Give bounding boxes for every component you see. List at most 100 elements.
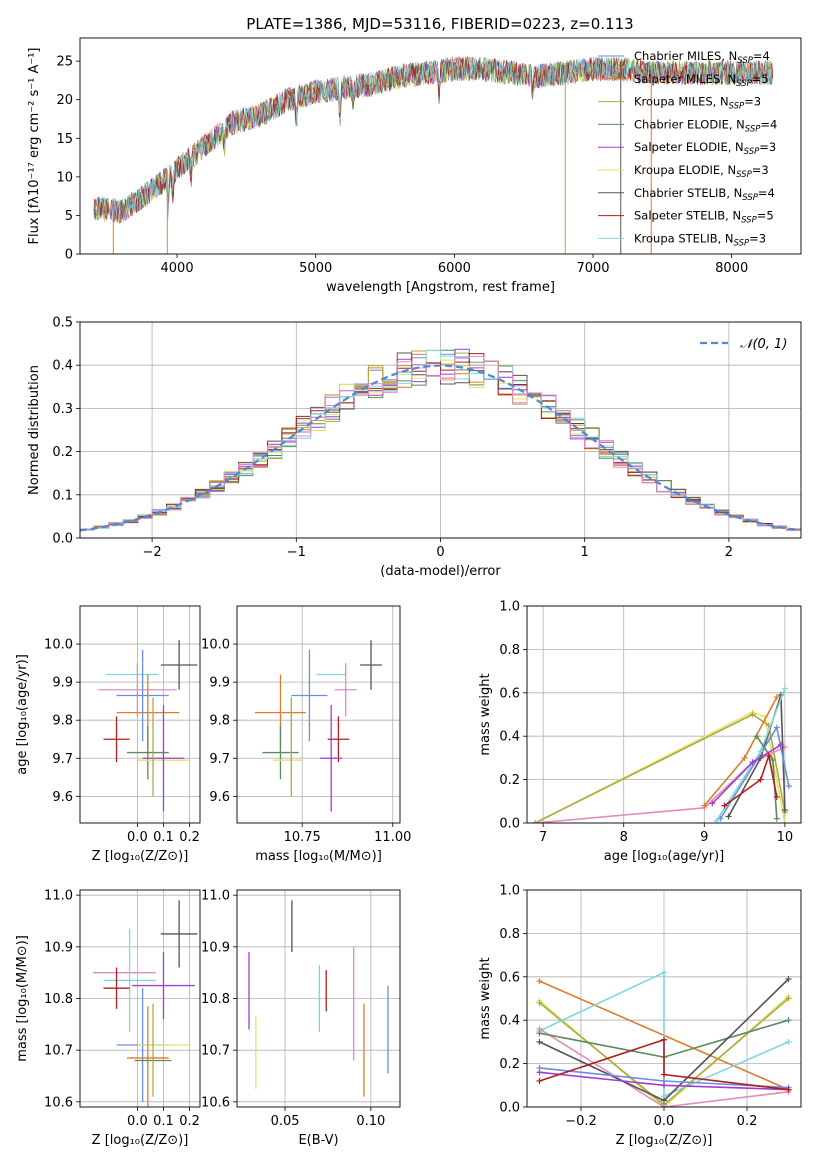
plus-marker xyxy=(773,724,780,731)
legend-name: Salpeter MILES, N xyxy=(634,72,736,86)
x-tick-label: 0.05 xyxy=(271,1114,300,1129)
x-axis-label: Z [log₁₀(Z/Z⊙)] xyxy=(92,849,189,864)
legend-suffix: =3 xyxy=(744,95,761,109)
y-tick-label: 10.8 xyxy=(201,992,230,1007)
errorbar-point xyxy=(320,704,343,812)
x-tick-label: 0.0 xyxy=(127,1114,148,1129)
weight-line xyxy=(539,1028,789,1107)
y-tick-label: 1.0 xyxy=(499,884,520,899)
y-tick-label: 10.6 xyxy=(44,1095,73,1110)
y-tick-label: 10.9 xyxy=(201,940,230,955)
legend-suffix: =3 xyxy=(749,231,766,245)
legend-label: Chabrier ELODIE, NSSP=4 xyxy=(634,117,777,134)
plot-content-age_vs_Z xyxy=(98,640,198,812)
x-tick-label: −1 xyxy=(287,545,306,560)
weight-line xyxy=(719,725,790,820)
y-tick-label: 9.9 xyxy=(209,676,230,691)
plot-content-weight_vs_Z xyxy=(536,969,792,1107)
plot-content-mass_vs_Z xyxy=(93,900,198,1107)
plus-marker xyxy=(773,793,780,800)
plus-marker xyxy=(725,813,732,820)
x-axis-label: age [log₁₀(age/yr)] xyxy=(604,849,725,864)
y-tick-label: 11.0 xyxy=(44,889,73,904)
y-tick-label: 10.0 xyxy=(201,638,230,653)
plus-marker xyxy=(536,999,543,1006)
x-axis-label: Z [log₁₀(Z/Z⊙)] xyxy=(616,1133,713,1148)
legend-suffix: =4 xyxy=(753,49,770,63)
axes-frame xyxy=(236,889,401,1108)
y-tick-label: 9.6 xyxy=(52,790,73,805)
y-axis-label: Normed distribution xyxy=(27,365,42,495)
errorbar-point xyxy=(132,952,195,1020)
legend-suffix: =4 xyxy=(758,186,775,200)
errorbar-point xyxy=(160,900,198,968)
plus-marker xyxy=(709,800,716,807)
plus-marker xyxy=(661,969,667,976)
axes-frame xyxy=(79,37,802,255)
x-tick-label: 0.2 xyxy=(179,830,200,845)
panel-age_vs_Z: 0.0 0.1 0.2 9.6 9.7 9.8 9.9 10.0 Z [log₁₀(Z/Z⊙)]… xyxy=(15,605,201,864)
legend-label: Salpeter MILES, NSSP=5 xyxy=(634,72,769,89)
panel-weight_vs_Z: −0.2 0.0 0.2 0.0 0.2 0.4 0.6 0.8 1.0 Z [log₁₀(Z/Z… xyxy=(478,884,802,1148)
y-tick-label: 10.7 xyxy=(201,1044,230,1059)
legend-name: Kroupa STELIB, N xyxy=(634,231,734,245)
y-tick-label: 0.8 xyxy=(499,643,520,658)
plus-marker xyxy=(749,759,756,766)
axes-frame xyxy=(526,889,802,1108)
plus-marker xyxy=(661,1036,667,1043)
legend-sub: SSP xyxy=(737,56,753,66)
x-tick-label: 11.00 xyxy=(374,830,411,845)
y-axis-label: mass weight xyxy=(478,957,493,1039)
legend-name: Salpeter STELIB, N xyxy=(634,209,741,223)
y-tick-label: 9.8 xyxy=(52,714,73,729)
plus-marker xyxy=(701,802,708,809)
plus-marker xyxy=(781,820,788,823)
y-tick-label: 0.4 xyxy=(52,359,73,374)
histogram-step xyxy=(80,349,801,530)
plus-marker xyxy=(536,978,543,985)
plus-marker xyxy=(753,733,760,740)
x-tick-label: 10.75 xyxy=(284,830,321,845)
legend-suffix: =5 xyxy=(752,72,769,86)
x-axis-label: Z [log₁₀(Z/Z⊙)] xyxy=(92,1133,189,1148)
legend-label: Kroupa STELIB, NSSP=3 xyxy=(634,231,766,248)
y-tick-label: 0.2 xyxy=(499,1057,520,1072)
y-tick-label: 0.1 xyxy=(52,488,73,503)
panel-spectrum: 4000 5000 6000 7000 8000 0 5 10 15 20 25 wavelength… xyxy=(27,37,802,295)
y-tick-label: 0.8 xyxy=(499,927,520,942)
plot-content-residuals xyxy=(80,348,801,532)
x-tick-label: 0.10 xyxy=(356,1114,385,1129)
legend-sub: SSP xyxy=(742,193,758,203)
x-tick-label: 6000 xyxy=(438,261,471,276)
plus-marker xyxy=(785,783,792,790)
x-tick-label: 5000 xyxy=(299,261,332,276)
plus-marker xyxy=(536,1038,543,1045)
x-tick-label: 0.1 xyxy=(153,1114,174,1129)
x-tick-label: 0.0 xyxy=(127,830,148,845)
plus-marker xyxy=(765,752,772,759)
plus-marker xyxy=(757,776,764,783)
y-tick-label: 9.7 xyxy=(52,752,73,767)
x-tick-label: 1 xyxy=(581,545,589,560)
y-tick-label: 10.7 xyxy=(44,1044,73,1059)
y-tick-label: 0.3 xyxy=(52,402,73,417)
figure-title: PLATE=1386, MJD=53116, FIBERID=0223, z=0… xyxy=(246,15,633,33)
y-tick-label: 10.6 xyxy=(201,1095,230,1110)
legend-label: Salpeter ELODIE, NSSP=3 xyxy=(634,140,776,157)
x-tick-label: 10 xyxy=(777,830,794,845)
errorbar-point xyxy=(116,649,169,742)
y-tick-label: 0.0 xyxy=(499,817,520,832)
plus-marker xyxy=(769,757,776,764)
legend-sub: SSP xyxy=(741,216,757,226)
plus-marker xyxy=(741,754,748,761)
plus-marker xyxy=(785,1038,792,1045)
errorbar-point xyxy=(103,716,130,763)
panel-weight_vs_age: 7 8 9 10 0.0 0.2 0.4 0.6 0.8 1.0 age [log₁₀(age/yr… xyxy=(478,600,802,864)
x-tick-label: 8 xyxy=(620,830,628,845)
weight-line xyxy=(534,711,786,823)
legend-label: Kroupa ELODIE, NSSP=3 xyxy=(634,163,769,180)
y-tick-label: 0.6 xyxy=(499,686,520,701)
x-axis-label: mass [log₁₀(M/M⊙)] xyxy=(255,849,382,864)
x-tick-label: 0.2 xyxy=(179,1114,200,1129)
